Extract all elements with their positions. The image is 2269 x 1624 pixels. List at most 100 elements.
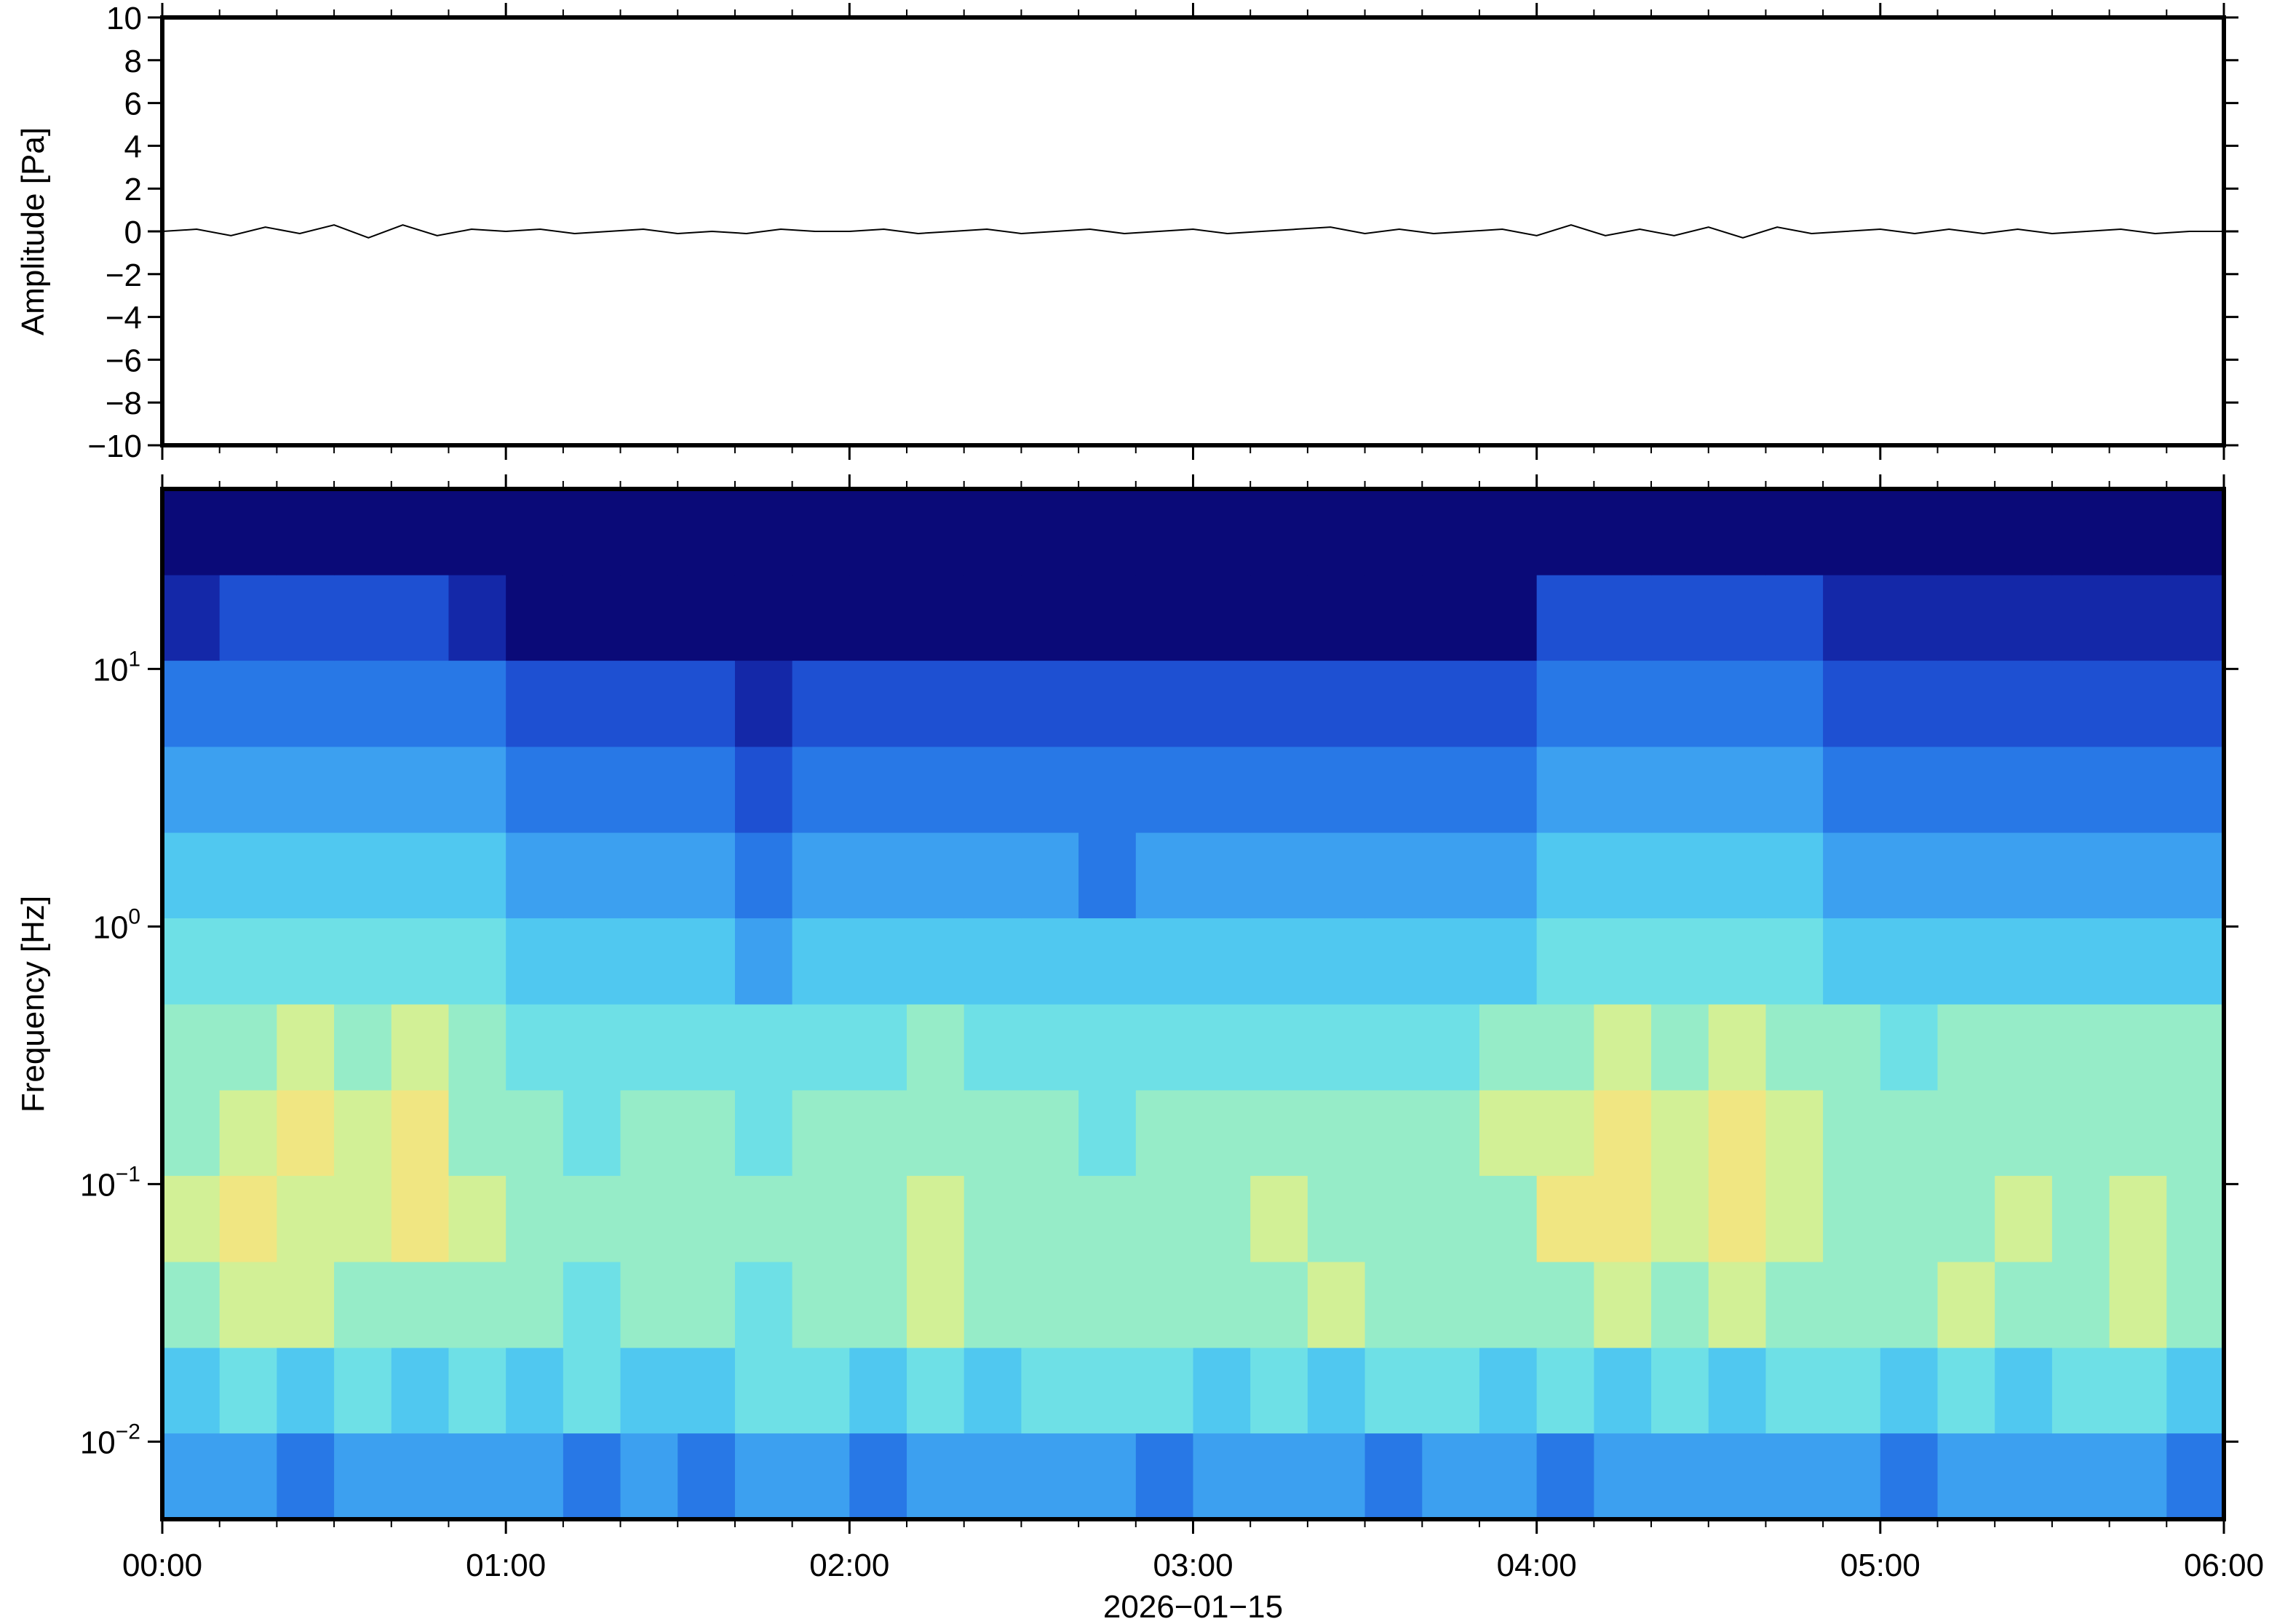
spectrogram-cell [563, 1004, 621, 1091]
spectrogram-cell [963, 489, 1022, 576]
spectrogram-cell [2166, 918, 2225, 1005]
y-tick-exponent: 1 [128, 647, 140, 671]
spectrogram-cell [1479, 660, 1538, 747]
spectrogram-cell [1765, 660, 1824, 747]
spectrogram-cell [506, 1348, 564, 1434]
spectrogram-cell [1479, 1175, 1538, 1262]
spectrogram-cell [620, 832, 678, 919]
spectrogram-cell [734, 660, 793, 747]
spectrogram-cell [1765, 1433, 1824, 1520]
spectrogram-cell [1307, 1433, 1366, 1520]
spectrogram-cell [219, 575, 277, 661]
spectrogram-cell [1307, 1004, 1366, 1091]
spectrogram-cell [219, 1090, 277, 1177]
spectrogram-cell [1078, 1262, 1137, 1348]
spectrogram-cell [2166, 832, 2225, 919]
spectrogram-cell [277, 1262, 335, 1348]
spectrogram-cell [334, 575, 392, 661]
spectrogram-cell [1880, 832, 1939, 919]
spectrogram-cell [1193, 832, 1251, 919]
spectrogram-cell [1823, 1348, 1881, 1434]
spectrogram-cell [1364, 918, 1423, 1005]
spectrogram-cell [448, 1004, 506, 1091]
spectrogram-cell [1880, 575, 1939, 661]
spectrogram-cell [1708, 1004, 1766, 1091]
y-tick-label: 101 [92, 647, 140, 688]
spectrogram-cell [734, 1433, 793, 1520]
spectrogram-cell [1823, 832, 1881, 919]
spectrogram-cell [162, 489, 220, 576]
spectrogram-cell [219, 660, 277, 747]
spectrogram-cell [1135, 832, 1193, 919]
spectrogram-cell [1594, 1175, 1652, 1262]
spectrogram-cell [907, 489, 965, 576]
spectrogram-cell [506, 1090, 564, 1177]
spectrogram-cell [1880, 1348, 1939, 1434]
spectrogram-cell [1250, 747, 1308, 833]
spectrogram-cell [334, 1433, 392, 1520]
spectrogram-cell [963, 918, 1022, 1005]
spectrogram-cell [734, 575, 793, 661]
spectrogram-cell [2051, 575, 2110, 661]
spectrogram-cell [334, 918, 392, 1005]
spectrogram-cell [1765, 1004, 1824, 1091]
spectrogram-cell [277, 1433, 335, 1520]
spectrogram-cell [1823, 660, 1881, 747]
spectrogram-cell [963, 1004, 1022, 1091]
spectrogram-cell [849, 1175, 907, 1262]
spectrogram-cell [1021, 660, 1079, 747]
spectrogram-cell [1193, 1004, 1251, 1091]
spectrogram-cell [277, 575, 335, 661]
spectrogram-cell [1193, 1262, 1251, 1348]
spectrogram-cell [1135, 1262, 1193, 1348]
spectrogram-cell [1021, 1262, 1079, 1348]
spectrogram-cell [1479, 575, 1538, 661]
spectrogram-cell [1880, 918, 1939, 1005]
spectrogram-cell [391, 832, 449, 919]
spectrogram-cell [1594, 575, 1652, 661]
spectrogram-cell [1479, 489, 1538, 576]
spectrogram-cell [448, 1175, 506, 1262]
y-tick-label: 10−2 [80, 1420, 140, 1460]
spectrogram-cell [963, 1433, 1022, 1520]
spectrogram-cell [907, 660, 965, 747]
spectrogram-cell [677, 1433, 736, 1520]
spectrogram-cell [849, 1004, 907, 1091]
spectrogram-cell [907, 1348, 965, 1434]
spectrogram-cell [1536, 575, 1594, 661]
spectrogram-cell [1021, 1433, 1079, 1520]
spectrogram-cell [334, 489, 392, 576]
spectrogram-cell [1995, 575, 2053, 661]
spectrogram-cell [1250, 1262, 1308, 1348]
spectrogram-cell [2109, 1090, 2167, 1177]
spectrogram-cell [1250, 1004, 1308, 1091]
spectrogram-cell [2109, 1004, 2167, 1091]
spectrogram-cell [1422, 1348, 1480, 1434]
spectrogram-cell [1021, 1090, 1079, 1177]
spectrogram-cell [1880, 660, 1939, 747]
spectrogram-cell [1765, 1175, 1824, 1262]
spectrogram-cell [849, 747, 907, 833]
spectrogram-cell [1135, 1175, 1193, 1262]
y-tick-label: −4 [106, 300, 142, 336]
spectrogram-cell [506, 575, 564, 661]
spectrogram-cell [1765, 489, 1824, 576]
spectrogram-cell [277, 1090, 335, 1177]
spectrogram-cell [1880, 1262, 1939, 1348]
spectrogram-cell [1937, 1090, 1995, 1177]
spectrogram-cell [1651, 575, 1709, 661]
spectrogram-cell [1823, 1175, 1881, 1262]
spectrogram-cell [849, 660, 907, 747]
spectrogram-cell [734, 918, 793, 1005]
spectrogram-cell [1708, 1262, 1766, 1348]
spectrogram-cell [1135, 1433, 1193, 1520]
spectrogram-cell [734, 1175, 793, 1262]
spectrogram-cell [849, 1262, 907, 1348]
spectrogram-cell [849, 1348, 907, 1434]
spectrogram-cell [1479, 918, 1538, 1005]
spectrogram-cell [1536, 747, 1594, 833]
spectrogram-cell [448, 660, 506, 747]
spectrogram-cell [677, 1090, 736, 1177]
spectrogram-cell [963, 1262, 1022, 1348]
spectrogram-cell [792, 1262, 850, 1348]
